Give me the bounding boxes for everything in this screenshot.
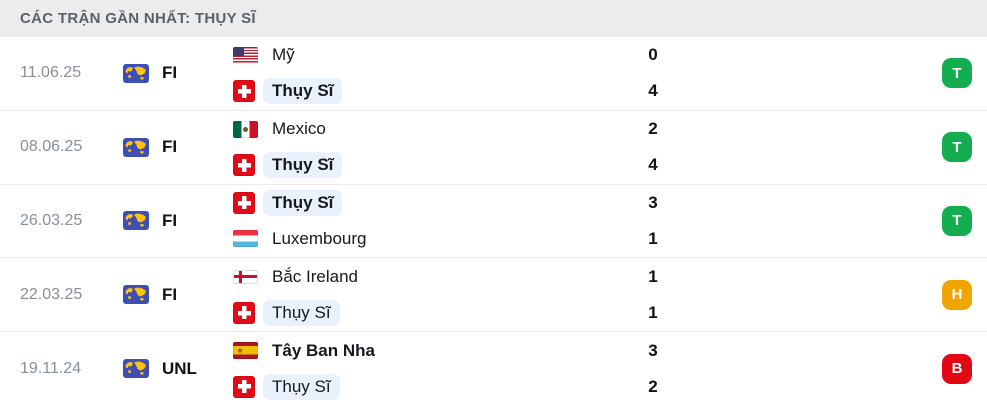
result-badge: T: [942, 132, 972, 163]
home-flag-icon: [233, 120, 258, 138]
teams-scores: Mexico 2 Thụy Sĩ 4: [233, 116, 663, 179]
home-score: 3: [648, 192, 658, 212]
away-team-name: Thụy Sĩ: [263, 78, 343, 105]
home-flag-icon: [233, 269, 258, 284]
away-flag-icon: [233, 375, 255, 398]
home-flag-icon: [233, 342, 258, 360]
home-team-name: Mexico: [272, 119, 326, 139]
match-list: 11.06.25 FI Mỹ 0 Thụy Sĩ 4 T 08.06: [0, 37, 987, 405]
home-score: 2: [648, 119, 658, 139]
competition: FI: [123, 285, 233, 305]
away-team-line: Luxembourg 1: [233, 225, 663, 252]
competition: UNL: [123, 359, 233, 379]
away-flag-icon: [233, 154, 255, 177]
competition-code: UNL: [162, 358, 197, 378]
away-team-name: Thụy Sĩ: [263, 373, 340, 400]
result-badge: T: [942, 205, 972, 236]
away-score: 4: [648, 81, 658, 101]
competition-code: FI: [162, 63, 178, 83]
match-row[interactable]: 19.11.24 UNL Tây Ban Nha 3 Thụy Sĩ 2 B: [0, 331, 987, 405]
home-flag-icon: [233, 191, 255, 214]
match-date: 22.03.25: [20, 285, 83, 303]
away-flag-icon: [233, 301, 255, 324]
match-date: 11.06.25: [20, 64, 82, 82]
competition-code: FI: [162, 137, 178, 157]
away-team-line: Thụy Sĩ 4: [233, 78, 663, 105]
match-date: 26.03.25: [20, 211, 83, 229]
away-team-line: Thụy Sĩ 2: [233, 373, 663, 400]
teams-scores: Thụy Sĩ 3 Luxembourg 1: [233, 189, 663, 252]
competition-code: FI: [162, 284, 178, 304]
away-score: 1: [648, 228, 658, 248]
result-badge: T: [942, 58, 972, 89]
away-team-name: Thụy Sĩ: [263, 152, 343, 179]
home-team-line: Mỹ 0: [233, 42, 663, 69]
teams-scores: Bắc Ireland 1 Thụy Sĩ 1: [233, 263, 663, 326]
home-team-name: Tây Ban Nha: [272, 340, 375, 360]
match-row[interactable]: 22.03.25 FI Bắc Ireland 1 Thụy Sĩ 1 H: [0, 257, 987, 332]
competition-code: FI: [162, 210, 178, 230]
match-row[interactable]: 26.03.25 FI Thụy Sĩ 3 Luxembourg 1 T: [0, 183, 987, 258]
home-team-line: Thụy Sĩ 3: [233, 189, 663, 216]
match-date: 19.11.24: [20, 359, 82, 377]
match-date: 08.06.25: [20, 138, 83, 156]
home-score: 1: [648, 266, 658, 286]
home-score: 3: [648, 340, 658, 360]
home-team-name: Mỹ: [272, 45, 295, 65]
away-score: 4: [648, 155, 658, 175]
world-map-icon: [123, 285, 149, 305]
widget-header: CÁC TRẬN GẦN NHẤT: THỤY SĨ: [0, 0, 987, 37]
teams-scores: Tây Ban Nha 3 Thụy Sĩ 2: [233, 337, 663, 400]
home-team-line: Bắc Ireland 1: [233, 263, 663, 290]
world-map-icon: [123, 63, 149, 83]
home-score: 0: [648, 45, 658, 65]
away-team-name: Luxembourg: [272, 228, 367, 248]
away-score: 2: [648, 376, 658, 396]
competition: FI: [123, 211, 233, 231]
match-row[interactable]: 11.06.25 FI Mỹ 0 Thụy Sĩ 4 T: [0, 37, 987, 110]
result-badge: B: [942, 353, 972, 384]
home-team-line: Tây Ban Nha 3: [233, 337, 663, 364]
competition: FI: [123, 137, 233, 157]
home-team-name: Bắc Ireland: [272, 266, 358, 286]
competition: FI: [123, 63, 233, 83]
widget-title: CÁC TRẬN GẦN NHẤT: THỤY SĨ: [20, 10, 256, 27]
home-team-line: Mexico 2: [233, 116, 663, 143]
away-team-name: Thụy Sĩ: [263, 299, 340, 326]
away-flag-icon: [233, 80, 255, 103]
result-badge: H: [942, 279, 972, 310]
match-row[interactable]: 08.06.25 FI Mexico 2 Thụy Sĩ 4 T: [0, 109, 987, 184]
home-team-name: Thụy Sĩ: [263, 189, 343, 216]
world-map-icon: [123, 137, 149, 157]
away-score: 1: [648, 302, 658, 322]
world-map-icon: [123, 211, 149, 231]
away-flag-icon: [233, 230, 258, 248]
home-flag-icon: [233, 46, 258, 64]
world-map-icon: [123, 359, 149, 379]
away-team-line: Thụy Sĩ 4: [233, 152, 663, 179]
away-team-line: Thụy Sĩ 1: [233, 299, 663, 326]
teams-scores: Mỹ 0 Thụy Sĩ 4: [233, 42, 663, 105]
